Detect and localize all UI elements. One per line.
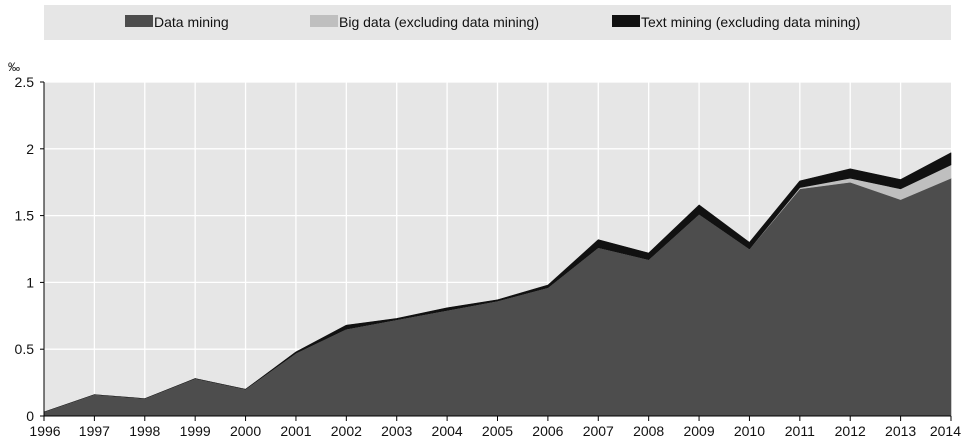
x-tick-label: 1998 (129, 423, 160, 439)
x-tick-label: 2000 (230, 423, 261, 439)
legend-label: Data mining (154, 14, 229, 30)
x-tick-label: 2010 (734, 423, 765, 439)
x-tick-label: 2012 (835, 423, 866, 439)
y-tick-label: 0.5 (15, 341, 35, 357)
y-tick-label: 1.5 (15, 208, 35, 224)
x-tick-label: 2008 (633, 423, 664, 439)
y-tick-label: 2 (26, 141, 34, 157)
x-tick-label: 2007 (583, 423, 614, 439)
legend: Data mining Big data (excluding data mini… (44, 5, 951, 40)
x-tick-label: 2002 (331, 423, 362, 439)
y-tick-label: 2.5 (15, 74, 35, 90)
x-tick-label: 2013 (885, 423, 916, 439)
x-tick-label: 2009 (683, 423, 714, 439)
y-tick-label: 1 (26, 274, 34, 290)
y-axis-tick-labels: 0 0.5 1 1.5 2 2.5 (15, 74, 44, 424)
legend-swatch (612, 15, 640, 27)
x-tick-label: 1996 (29, 423, 60, 439)
x-tick-label: 1997 (79, 423, 110, 439)
legend-swatch (125, 15, 153, 27)
x-tick-label: 2003 (381, 423, 412, 439)
x-tick-label: 1999 (180, 423, 211, 439)
x-axis-tick-labels: 1996 1997 1998 1999 2000 2001 2002 2003 2004 2005… (29, 416, 961, 439)
x-tick-label: 2014 (930, 423, 961, 439)
x-tick-label: 2005 (482, 423, 513, 439)
area-series (40, 82, 952, 421)
area-series-text-mining-excluding-data-mining (43, 152, 952, 413)
y-axis-unit: ‰ (8, 60, 20, 74)
legend-background (44, 5, 951, 40)
x-tick-label: 2001 (280, 423, 311, 439)
legend-label: Text mining (excluding data mining) (641, 14, 860, 30)
y-tick-label: 0 (26, 408, 34, 424)
x-tick-label: 2004 (432, 423, 463, 439)
x-tick-label: 2006 (532, 423, 563, 439)
x-tick-label: 2011 (785, 423, 815, 439)
legend-label: Big data (excluding data mining) (339, 14, 539, 30)
legend-swatch (310, 15, 338, 27)
